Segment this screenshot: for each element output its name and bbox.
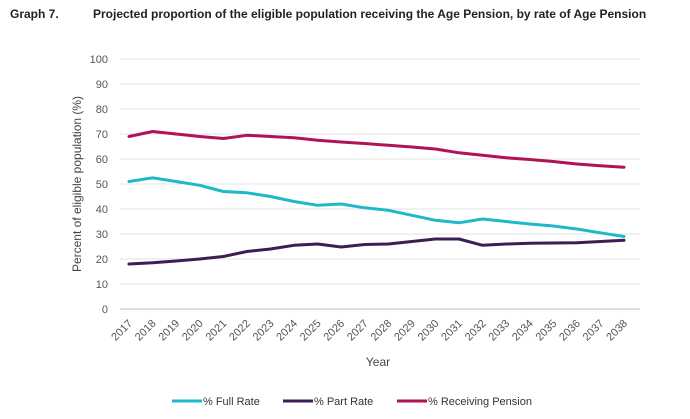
x-axis-ticks: 2017201820192020202120222023202420252026… (109, 318, 630, 344)
x-tick-label: 2032 (463, 318, 489, 344)
x-tick-label: 2033 (486, 318, 512, 344)
x-tick-label: 2020 (180, 318, 206, 344)
x-tick-label: 2023 (251, 318, 277, 344)
x-axis-label: Year (366, 355, 390, 369)
x-tick-label: 2031 (439, 318, 465, 344)
y-tick-label: 10 (96, 279, 108, 291)
x-tick-label: 2034 (510, 318, 536, 344)
x-tick-label: 2027 (345, 318, 371, 344)
y-axis-ticks: 0 10 20 30 40 50 60 70 80 90 100 (90, 54, 108, 316)
series-line-1 (127, 176, 626, 238)
y-axis-label: Percent of eligible population (%) (70, 96, 84, 272)
x-tick-label: 2018 (133, 318, 159, 344)
x-tick-label: 2035 (534, 318, 560, 344)
y-tick-label: 70 (96, 129, 108, 141)
x-tick-label: 2036 (557, 318, 583, 344)
y-tick-label: 100 (90, 54, 108, 66)
x-tick-label: 2037 (581, 318, 607, 344)
series-line-2 (127, 237, 626, 266)
graph-label: Graph 7. (10, 7, 59, 21)
y-tick-label: 50 (96, 179, 108, 191)
y-tick-label: 60 (96, 154, 108, 166)
x-tick-label: 2029 (392, 318, 418, 344)
x-tick-label: 2021 (204, 318, 230, 344)
x-tick-label: 2030 (416, 318, 442, 344)
legend: % Full Rate % Part Rate % Receiving Pensio… (172, 396, 532, 408)
y-tick-label: 90 (96, 79, 108, 91)
x-tick-label: 2024 (274, 318, 300, 344)
legend-label: % Part Rate (314, 396, 373, 408)
x-tick-label: 2026 (321, 318, 347, 344)
x-tick-label: 2022 (227, 318, 253, 344)
x-tick-label: 2038 (604, 318, 630, 344)
y-tick-label: 30 (96, 229, 108, 241)
chart-title: Projected proportion of the eligible pop… (93, 7, 647, 21)
y-tick-label: 0 (102, 304, 108, 316)
y-tick-label: 20 (96, 254, 108, 266)
x-tick-label: 2017 (109, 318, 135, 344)
legend-label: % Full Rate (203, 396, 260, 408)
x-tick-label: 2028 (369, 318, 395, 344)
x-tick-label: 2019 (156, 318, 182, 344)
legend-label: % Receiving Pension (428, 396, 532, 408)
y-tick-label: 40 (96, 204, 108, 216)
x-tick-label: 2025 (298, 318, 324, 344)
series-line-3 (127, 130, 626, 169)
series-lines (127, 130, 626, 266)
y-tick-label: 80 (96, 104, 108, 116)
